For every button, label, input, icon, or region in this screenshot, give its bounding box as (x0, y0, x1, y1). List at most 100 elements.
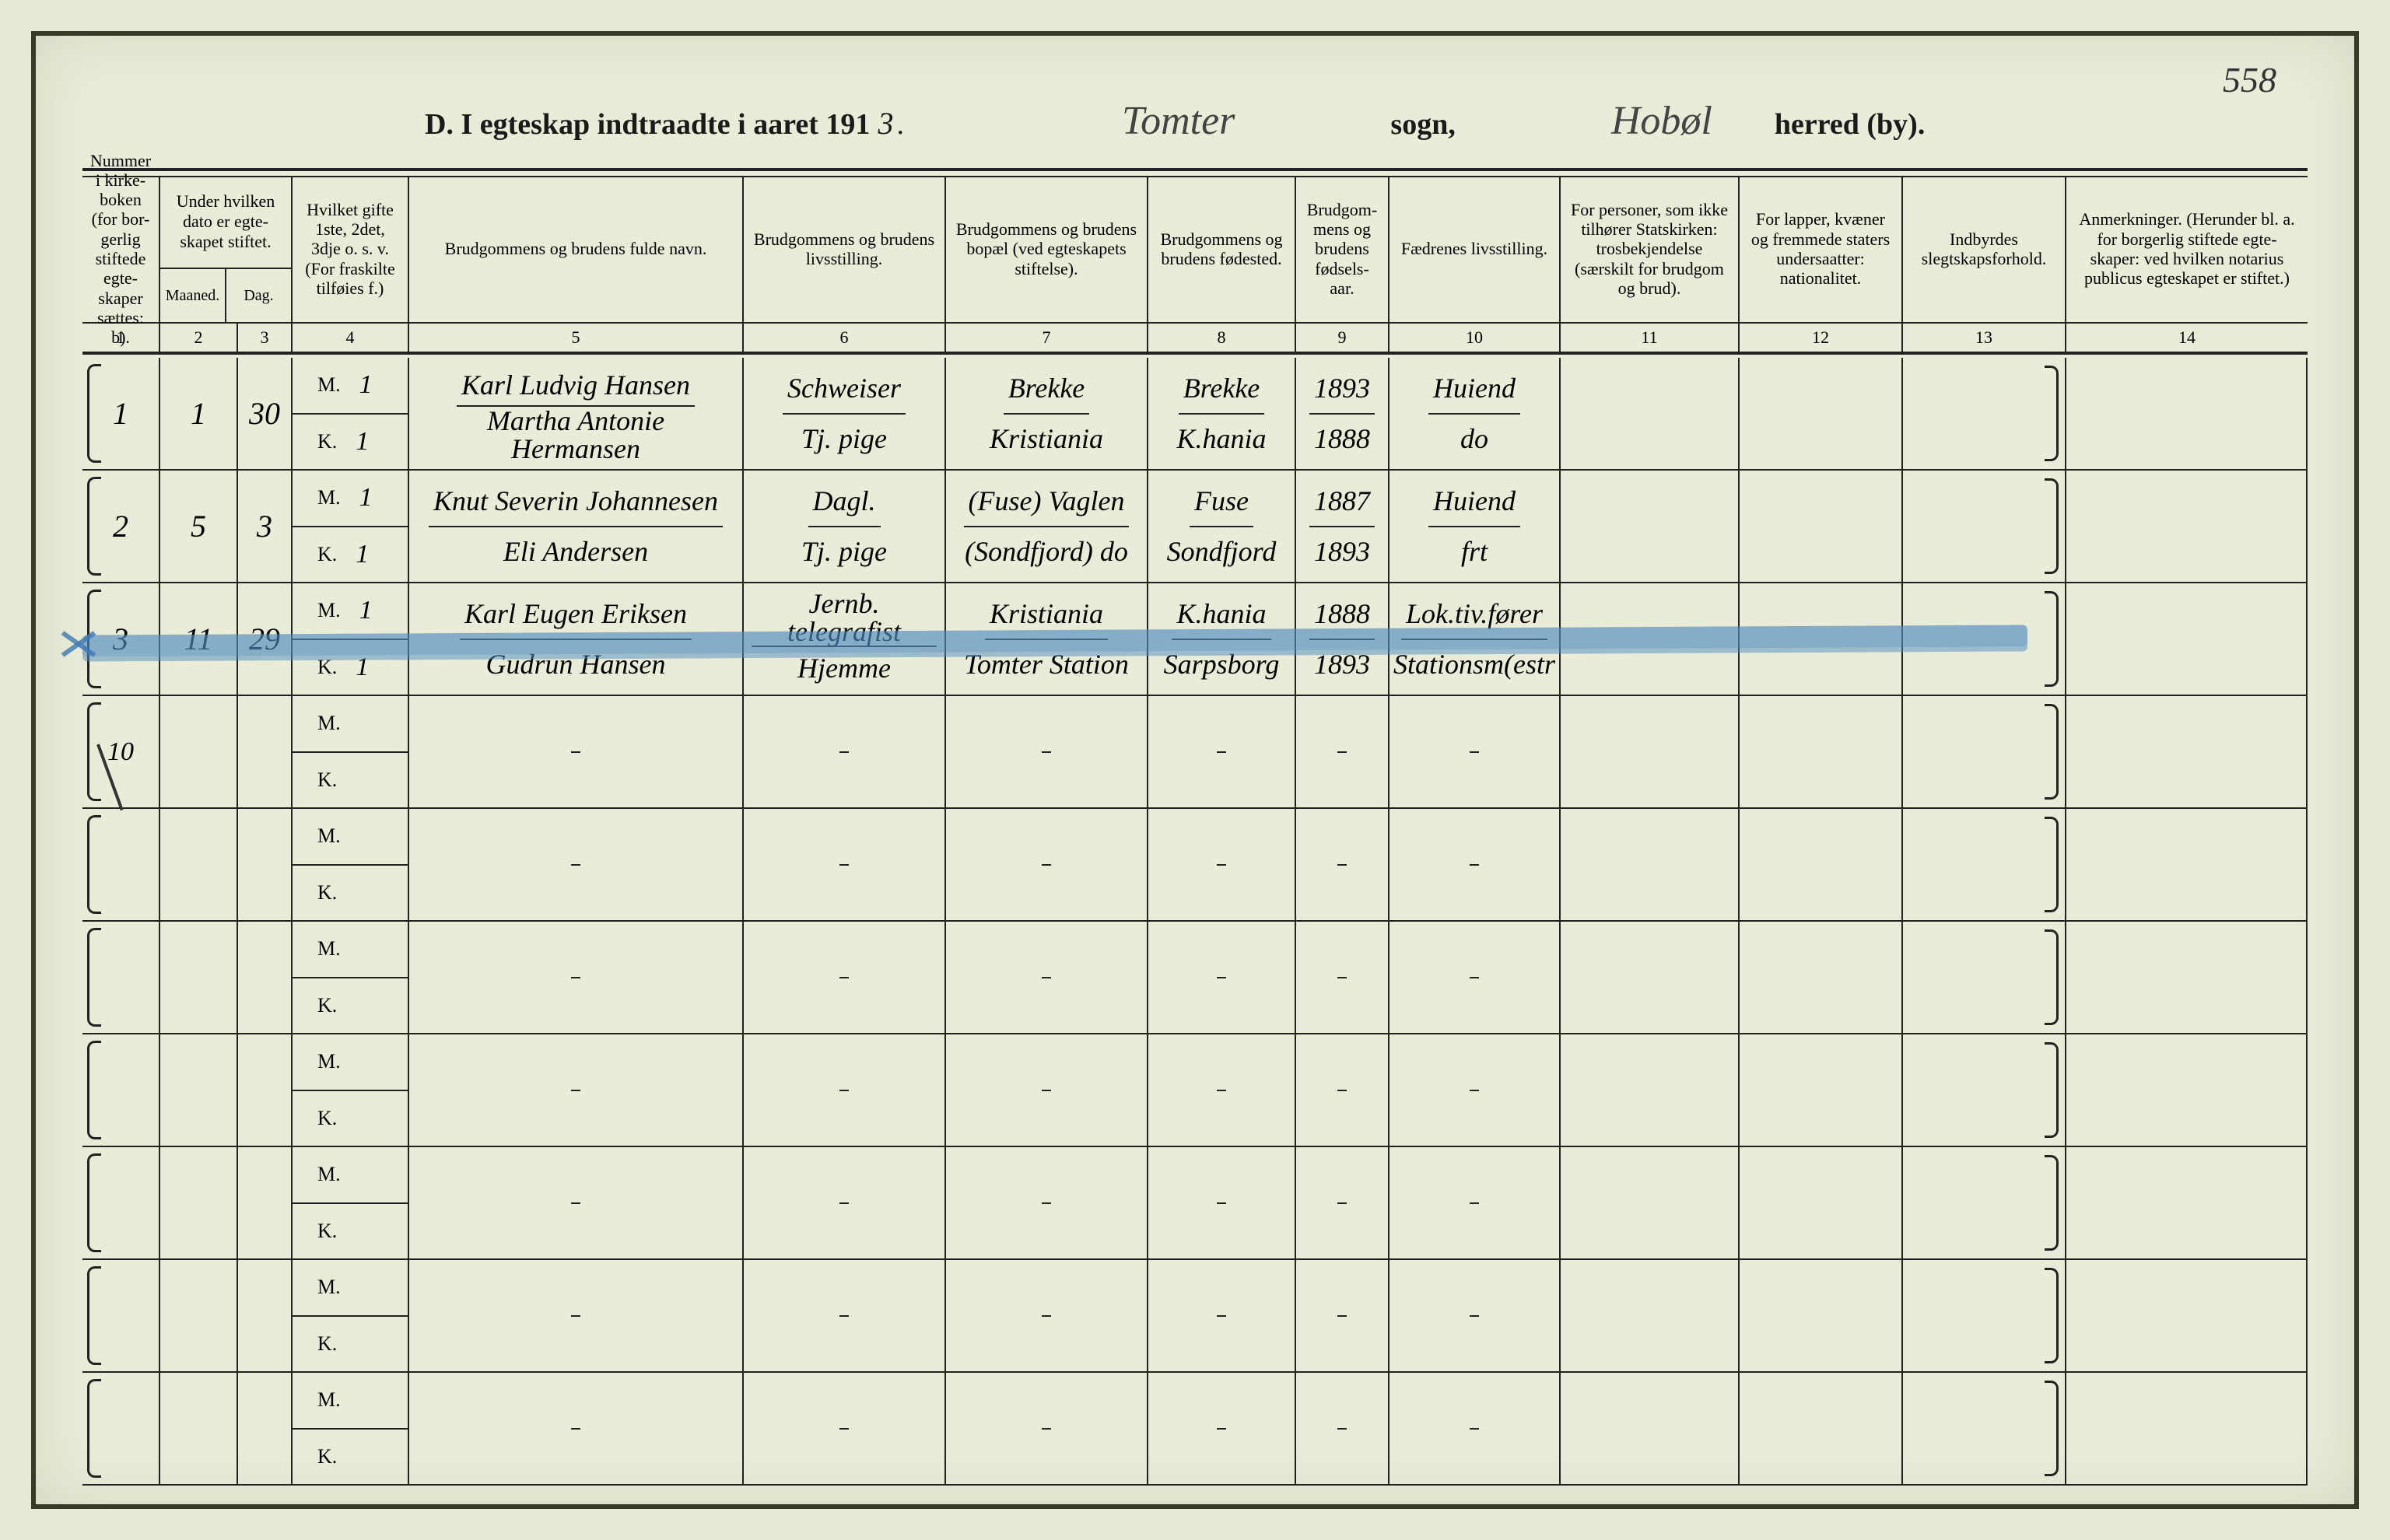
mk-m: M. (293, 1260, 409, 1317)
cell-anmerk (2066, 922, 2308, 1033)
hdr-nummer: Nummer i kirke-boken (for bor-gerlig sti… (82, 176, 160, 322)
colnum: 14 (2066, 324, 2308, 352)
colnum: 11 (1561, 324, 1740, 352)
cell-faedre (1389, 696, 1561, 807)
cell-aar (1296, 809, 1389, 920)
cell-fodested-m (1217, 1379, 1226, 1430)
mk-k: K. (293, 1204, 409, 1259)
cell-dag (238, 1373, 293, 1484)
colnum: 1 (82, 324, 160, 352)
hdr-maaned: Maaned. (160, 269, 226, 322)
cell-fodested-k (1217, 1091, 1226, 1140)
cell-faedre: Huienddo (1389, 358, 1561, 469)
cell-bopael (946, 1034, 1148, 1146)
cell-maaned: 5 (160, 471, 238, 582)
cell-stilling-k (839, 1204, 849, 1253)
cell-bopael-m (1042, 1266, 1051, 1317)
cell-stilling (744, 1147, 946, 1258)
cell-maaned (160, 1147, 238, 1258)
cell-fodested-m (1217, 815, 1226, 866)
bracket-icon (87, 1266, 101, 1365)
mk-m: M.1 (293, 471, 409, 527)
cell-maaned (160, 1260, 238, 1371)
cell-aar-m (1337, 1379, 1347, 1430)
cell-dag (238, 1260, 293, 1371)
cell-stilling-k (839, 1317, 849, 1366)
cell-fodested (1148, 809, 1296, 920)
hdr-nationalitet: For lapper, kvæner og fremmede staters u… (1740, 176, 1903, 322)
cell-bopael-k (1042, 866, 1051, 915)
cell-faedre (1389, 1034, 1561, 1146)
cell-stilling-k: Tj. pige (797, 415, 892, 464)
cell-slegt (1903, 809, 2066, 920)
cell-aar (1296, 922, 1389, 1033)
mk-m: M.1 (293, 583, 409, 640)
cell-bopael (946, 809, 1148, 920)
cell-bopael-m (1042, 1153, 1051, 1204)
cell-stilling (744, 809, 946, 920)
mk-m: M.1 (293, 358, 409, 415)
table-row: M.K. (82, 1373, 2308, 1486)
cell-aar (1296, 1260, 1389, 1371)
mk-m: M. (293, 1147, 409, 1204)
cell-bopael-m (1042, 1379, 1051, 1430)
mk-m: M. (293, 1034, 409, 1091)
cell-mk: M.K. (293, 1373, 409, 1484)
cell-faedre (1389, 922, 1561, 1033)
cell-aar (1296, 1034, 1389, 1146)
mk-m: M. (293, 809, 409, 866)
cell-anmerk (2066, 809, 2308, 920)
cell-empty (1561, 358, 1740, 469)
rule-top-heavy (82, 168, 2308, 171)
hdr-fodested: Brudgommens og brudens fødested. (1148, 176, 1296, 322)
cell-aar: 18871893 (1296, 471, 1389, 582)
bracket-icon (2045, 1381, 2059, 1476)
cell-bopael: (Fuse) Vaglen(Sondfjord) do (946, 471, 1148, 582)
cell-bopael-m (1042, 928, 1051, 978)
cell-mk: M.K. (293, 1260, 409, 1371)
table-row: 253M.1K.1Knut Severin JohannesenEli Ande… (82, 471, 2308, 583)
mk-k: K. (293, 1091, 409, 1146)
table-row: 10M.K. (82, 696, 2308, 809)
cell-faedre: Huiendfrt (1389, 471, 1561, 582)
cell-empty (1561, 696, 1740, 807)
bracket-icon (2045, 478, 2059, 574)
cell-empty (1740, 471, 1903, 582)
cell-fodested-m (1217, 1041, 1226, 1091)
bracket-icon (87, 928, 101, 1027)
cell-faedre (1389, 1373, 1561, 1484)
title-year: 3 (878, 105, 893, 142)
cell-navn-k: Eli Andersen (499, 527, 653, 576)
cell-mk: M.K. (293, 1147, 409, 1258)
cell-navn-k (571, 1317, 580, 1366)
bracket-icon (87, 1041, 101, 1139)
cell-slegt (1903, 1373, 2066, 1484)
hdr-dato: Under hvilken dato er egte-skapet stifte… (160, 176, 293, 269)
cell-stilling (744, 1260, 946, 1371)
cell-stilling-m (839, 1266, 849, 1317)
cell-faedre-m (1470, 928, 1479, 978)
cell-bopael-k (1042, 1430, 1051, 1479)
cell-fodested-k: Sondfjord (1162, 527, 1281, 576)
cell-navn-m (571, 928, 580, 978)
cell-bopael-m: Brekke (1004, 364, 1090, 415)
bracket-icon (87, 477, 101, 576)
cell-slegt (1903, 358, 2066, 469)
cell-aar-m (1337, 1266, 1347, 1317)
bracket-icon (2045, 1268, 2059, 1363)
cell-faedre-m: Huiend (1428, 477, 1520, 527)
mk-m: M. (293, 922, 409, 978)
bracket-icon (2045, 366, 2059, 461)
cell-bopael-m: (Fuse) Vaglen (964, 477, 1130, 527)
cell-fodested (1148, 1260, 1296, 1371)
cell-slegt (1903, 1147, 2066, 1258)
cell-navn-k (571, 1204, 580, 1253)
cell-anmerk (2066, 471, 2308, 582)
cell-bopael-k: (Sondfjord) do (960, 527, 1133, 576)
cell-navn (409, 1147, 744, 1258)
cell-maaned (160, 922, 238, 1033)
cell-dag (238, 809, 293, 920)
title-row: D. I egteskap indtraadte i aaret 191 3 .… (36, 98, 2354, 152)
cell-empty (1740, 358, 1903, 469)
colnum: 2 (160, 324, 238, 352)
